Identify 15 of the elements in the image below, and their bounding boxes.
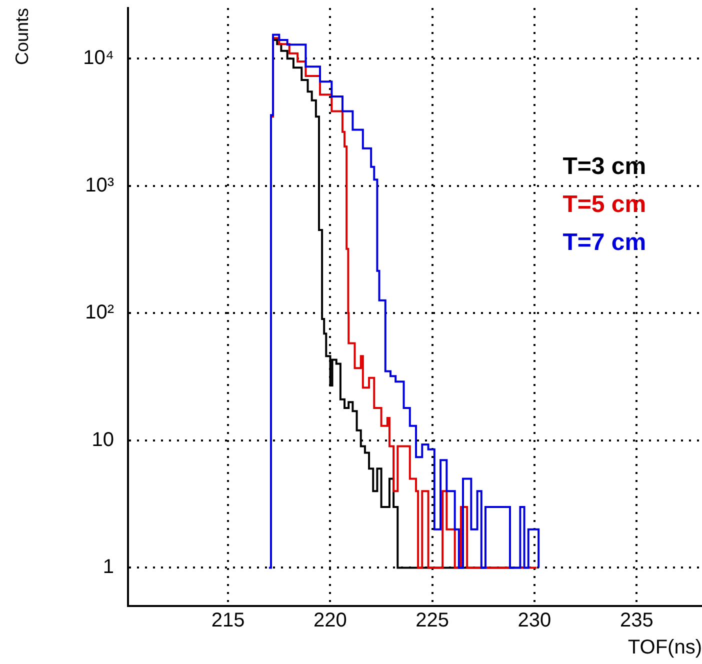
x-tick-label: 215 — [211, 610, 245, 632]
y-tick-label: 10⁴ — [83, 47, 114, 70]
y-axis-title: Counts — [12, 8, 32, 66]
x-tick-label: 235 — [620, 610, 654, 632]
x-tick-label: 230 — [518, 610, 552, 632]
x-tick-label: 225 — [416, 610, 450, 632]
y-tick-label: 10³ — [85, 174, 114, 196]
y-tick-label: 10 — [92, 428, 114, 451]
text: T=3 cm — [562, 152, 646, 180]
text: T=7 cm — [562, 228, 646, 256]
x-axis-title: TOF(ns) — [628, 636, 702, 659]
x-tick-label: 220 — [314, 610, 347, 632]
y-tick-label: 10² — [85, 302, 114, 324]
y-tick-label: 1 — [102, 556, 114, 578]
text: T=5 cm — [562, 190, 646, 218]
